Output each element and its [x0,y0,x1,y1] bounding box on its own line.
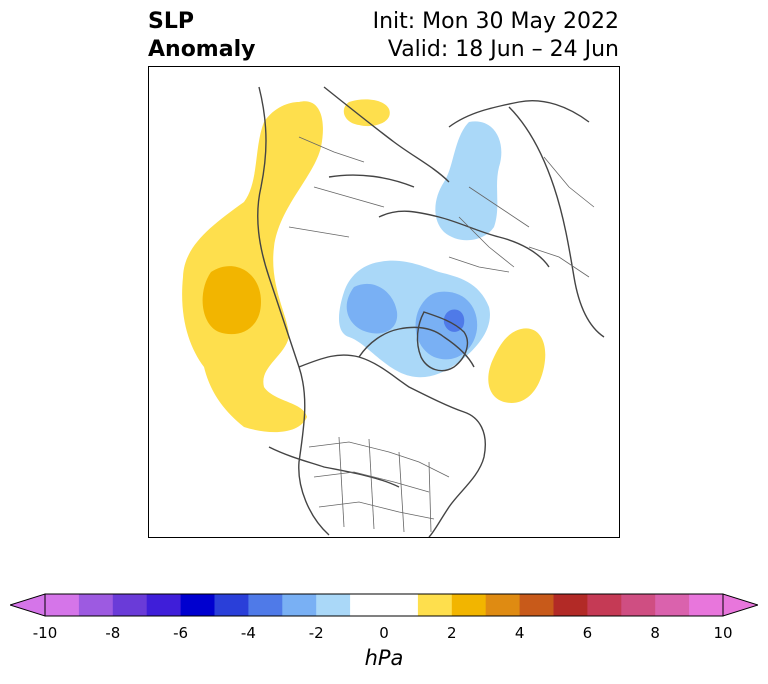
positive-anomaly-atlantic [488,328,546,403]
colorbar-tick-label: 4 [514,624,525,642]
negative-anomaly-scandinavia [435,121,502,241]
colorbar [10,593,758,617]
date-info: Init: Mon 30 May 2022 Valid: 18 Jun – 24… [373,8,619,64]
colorbar-cell [214,594,249,616]
colorbar-max-extend [722,593,758,617]
colorbar-tick-label: 0 [379,624,389,642]
title-line-2: Anomaly [148,37,256,62]
colorbar-cell [587,594,622,616]
colorbar-cell [519,594,554,616]
colorbar-unit: hPa [364,646,404,670]
colorbar-tick-label: 10 [713,624,733,642]
polar-stereographic-map [182,86,605,537]
colorbar-tick-label: 2 [447,624,457,642]
colorbar-tick-label: -6 [173,624,189,642]
colorbar-cell [180,594,215,616]
colorbar-tick-label: -8 [105,624,121,642]
colorbar-cell [146,594,182,616]
negative-anomaly-arctic-inner [346,283,398,334]
positive-anomaly-pacific-core [202,266,261,335]
title-line-1: SLP [148,9,194,34]
positive-anomaly-siberia [343,99,390,127]
colorbar-cell [553,594,588,616]
colorbar-tick-label: -2 [308,624,324,642]
colorbar-min-extend [10,593,46,617]
valid-range: Valid: 18 Jun – 24 Jun [387,37,619,62]
colorbar-cell [248,594,283,616]
colorbar-cell [45,594,80,616]
colorbar-cell [78,594,114,616]
init-date: Init: Mon 30 May 2022 [372,9,619,34]
map-title: SLP Anomaly [148,8,255,64]
colorbar-cell [621,594,656,616]
colorbar-frame [44,593,724,617]
colorbar-tick-label: -10 [32,624,58,642]
colorbar-tick-label: 8 [650,624,660,642]
colorbar-ticks: -10 -8 -6 -4 -2 0 2 4 6 8 10 [0,624,768,644]
colorbar-cell [655,594,690,616]
colorbar-cell [451,594,487,616]
colorbar-cell [316,594,351,616]
colorbar-cell [282,594,317,616]
positive-anomaly-pacific [182,101,323,433]
colorbar-cell [384,594,419,616]
colorbar-cell [689,594,724,616]
colorbar-tick-label: -4 [240,624,256,642]
colorbar-cell [485,594,521,616]
colorbar-cell [112,594,148,616]
colorbar-cell [350,594,385,616]
negative-anomaly-greenland-core [443,309,465,332]
map-panel [148,66,620,538]
political-borders [288,136,595,533]
colorbar-tick-label: 6 [582,624,593,642]
colorbar-cell [417,594,453,616]
